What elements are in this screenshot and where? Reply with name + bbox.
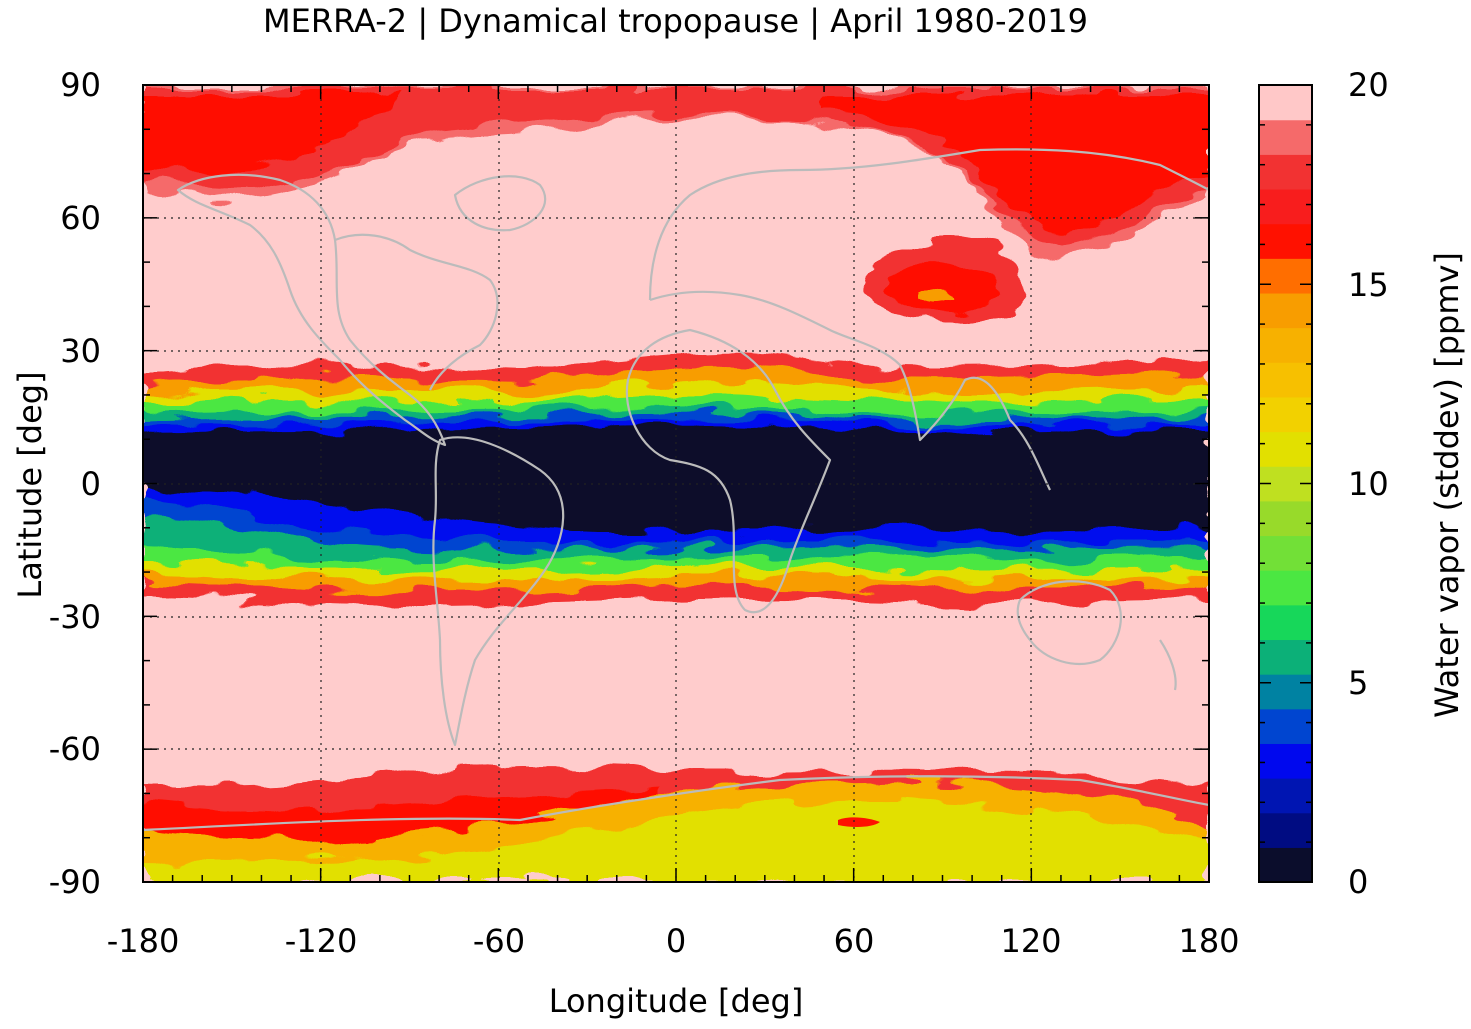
antarctic-high-variance [143, 766, 1209, 882]
asian-monsoon-anomaly [869, 238, 1022, 325]
colorbar-segment [1259, 327, 1312, 363]
y-tick-label: 90 [60, 66, 101, 104]
colorbar-tick-label: 15 [1348, 266, 1389, 304]
tropical-band [143, 351, 1209, 608]
x-axis-label: Longitude [deg] [548, 982, 804, 1020]
colorbar-segment [1259, 778, 1312, 814]
colorbar-segment [1259, 847, 1312, 883]
y-tick-label: 0 [80, 465, 101, 503]
colorbar-segment [1259, 639, 1312, 675]
colorbar-segment [1259, 292, 1312, 329]
colorbar-tick-label: 20 [1348, 66, 1389, 104]
y-tick-label: -90 [48, 863, 101, 901]
colorbar-segment [1259, 154, 1312, 190]
colorbar-segment [1259, 258, 1312, 294]
colorbar-segment [1259, 570, 1312, 606]
x-tick-label: 120 [1000, 922, 1062, 960]
chart-title: MERRA-2 | Dynamical tropopause | April 1… [263, 2, 1088, 40]
colorbar-segment [1259, 743, 1312, 779]
colorbar-tick-label: 10 [1348, 465, 1389, 503]
colorbar-segment [1259, 500, 1312, 537]
y-axis-label: Latitude [deg] [11, 371, 49, 599]
arctic-high-variance [143, 85, 1209, 260]
colorbar [1259, 85, 1312, 883]
y-tick-label: -60 [48, 730, 101, 768]
colorbar-segment [1259, 708, 1312, 744]
colorbar-segment [1259, 431, 1312, 467]
water-vapor-field [143, 85, 1209, 882]
colorbar-tick-label: 0 [1348, 863, 1369, 901]
colorbar-segment [1259, 396, 1312, 433]
colorbar-segment [1259, 604, 1312, 641]
colorbar-segment [1259, 85, 1312, 121]
x-tick-label: 180 [1178, 922, 1240, 960]
colorbar-segment [1259, 674, 1312, 710]
colorbar-segment [1259, 223, 1312, 259]
x-tick-label: -120 [284, 922, 358, 960]
grid-lines [143, 85, 1209, 882]
x-tick-label: -180 [106, 922, 180, 960]
colorbar-tick-marks [1259, 84, 1312, 883]
x-tick-label: -60 [472, 922, 526, 960]
coastlines [143, 148, 1209, 832]
colorbar-segment [1259, 188, 1312, 225]
colorbar-label: Water vapor (stddev) [ppmv] [1428, 252, 1466, 718]
colorbar-segment [1259, 362, 1312, 398]
x-tick-marks [142, 85, 1210, 882]
colorbar-tick-label: 5 [1348, 664, 1369, 702]
y-tick-label: 60 [60, 199, 101, 237]
y-tick-label: 30 [60, 332, 101, 370]
y-tick-label: -30 [48, 598, 101, 636]
colorbar-segment [1259, 812, 1312, 848]
x-tick-label: 60 [833, 922, 875, 960]
y-tick-marks [143, 84, 1209, 883]
colorbar-segment [1259, 535, 1312, 571]
antarctic-red-spot [838, 817, 880, 827]
x-tick-label: 0 [665, 922, 687, 960]
colorbar-segment [1259, 119, 1312, 155]
